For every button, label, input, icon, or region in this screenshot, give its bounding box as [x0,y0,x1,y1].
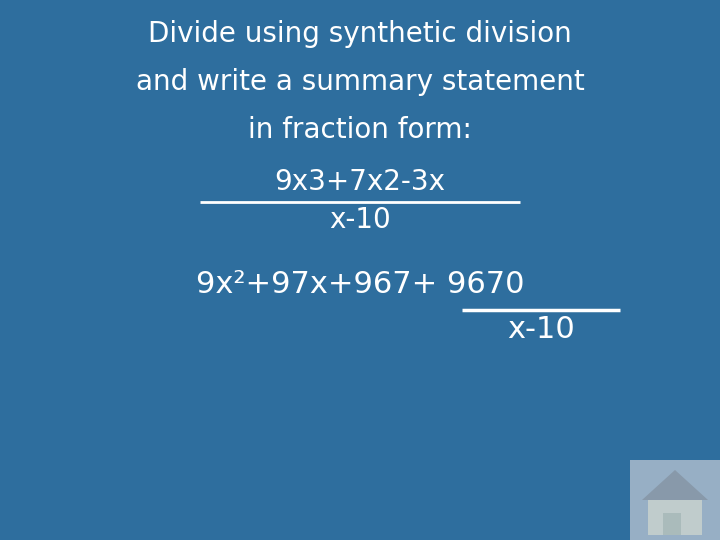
Bar [663,513,681,535]
Text: x-10: x-10 [507,315,575,344]
Bar [648,500,702,535]
Text: x-10: x-10 [329,206,391,234]
Text: in fraction form:: in fraction form: [248,116,472,144]
Bar [630,460,720,540]
Polygon shape [642,470,708,500]
Text: 9x²+97x+967+ 9670: 9x²+97x+967+ 9670 [196,270,524,299]
Text: and write a summary statement: and write a summary statement [135,68,585,96]
Text: Divide using synthetic division: Divide using synthetic division [148,20,572,48]
Text: 9x3+7x2-3x: 9x3+7x2-3x [274,168,446,196]
